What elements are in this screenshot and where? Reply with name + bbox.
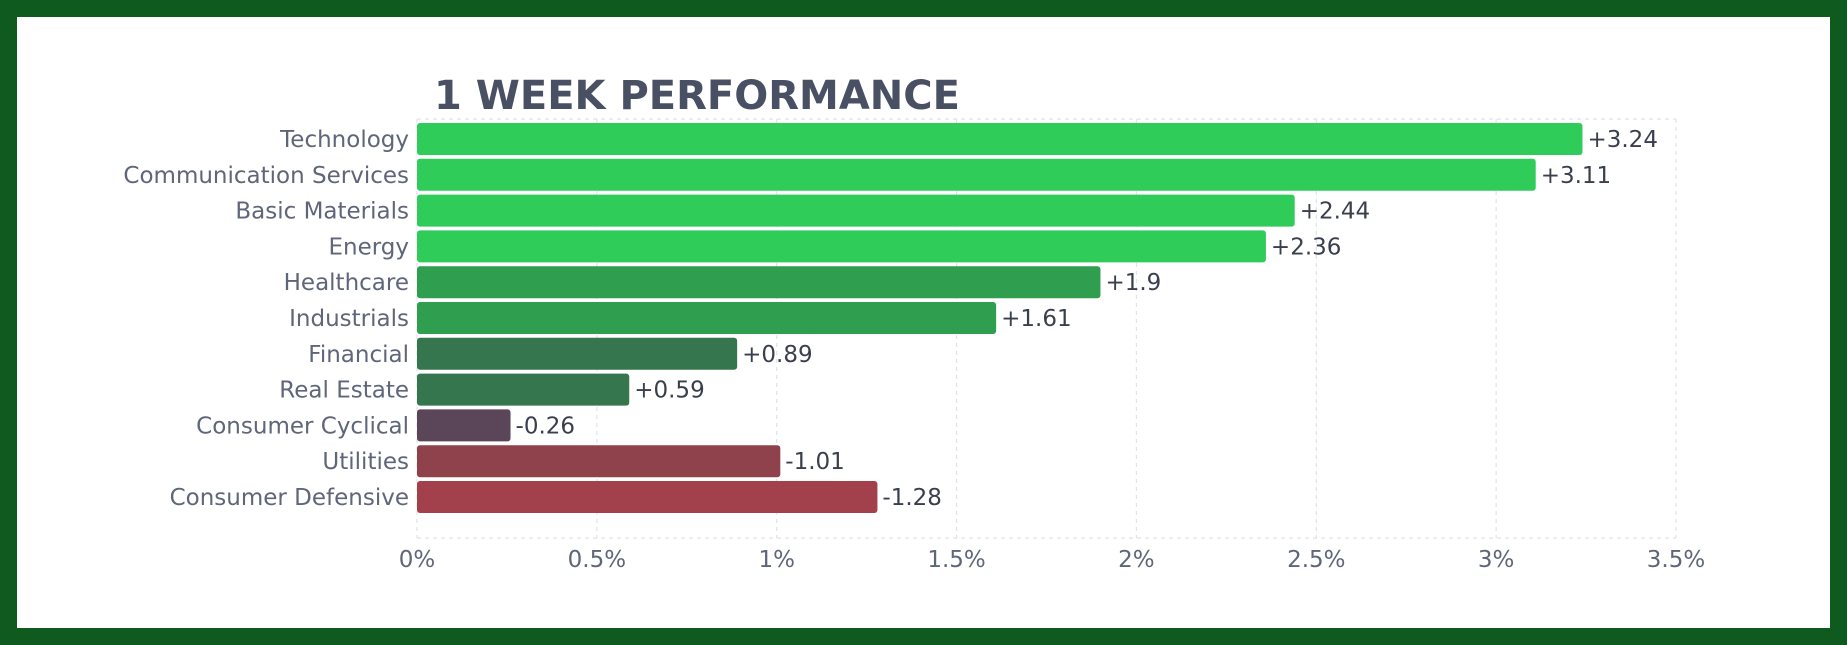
category-label: Consumer Cyclical: [196, 413, 409, 439]
bar: [417, 123, 1583, 155]
bar: [417, 481, 878, 513]
chart-frame: 1 WEEK PERFORMANCE Technology Communicati…: [17, 17, 1830, 628]
bar: [417, 158, 1536, 191]
bar: [417, 373, 630, 406]
x-tick-label: 0%: [399, 547, 436, 573]
bar-chart: Technology Communication Services Basic Ma…: [123, 118, 1705, 573]
category-label: Industrials: [289, 306, 409, 332]
x-tick-label: 1.5%: [927, 547, 985, 573]
category-label: Real Estate: [279, 378, 409, 404]
x-tick-label: 2%: [1118, 547, 1155, 573]
category-label: Communication Services: [123, 163, 409, 189]
x-axis-ticks: 0% 0.5% 1% 1.5% 2% 2.5% 3% 3.5%: [399, 547, 1705, 573]
data-label: +2.36: [1271, 234, 1341, 260]
bar: [417, 230, 1266, 263]
data-label: -1.01: [785, 449, 845, 475]
category-label: Energy: [328, 234, 409, 260]
x-tick-label: 1%: [758, 547, 795, 573]
data-label: -1.28: [882, 485, 942, 511]
bar: [417, 445, 781, 478]
category-label: Technology: [279, 127, 409, 153]
bar: [417, 302, 997, 334]
data-label: +1.9: [1105, 270, 1161, 296]
category-label: Healthcare: [284, 270, 409, 296]
x-tick-label: 3.5%: [1647, 547, 1705, 573]
data-label: +3.24: [1587, 127, 1657, 153]
category-labels: Technology Communication Services Basic Ma…: [123, 127, 409, 511]
bar: [417, 266, 1101, 299]
x-tick-label: 3%: [1478, 547, 1515, 573]
data-label: +1.61: [1001, 306, 1071, 332]
data-label: +0.59: [634, 378, 704, 404]
category-label: Financial: [308, 342, 409, 368]
value-labels: +3.24 +3.11 +2.44 +2.36 +1.9 +1.61 +0.89 +0.59 -…: [516, 127, 1658, 511]
category-label: Basic Materials: [235, 199, 409, 225]
bar: [417, 409, 511, 442]
bar: [417, 194, 1295, 227]
x-tick-label: 2.5%: [1287, 547, 1345, 573]
x-tick-label: 0.5%: [568, 547, 626, 573]
chart-title: 1 WEEK PERFORMANCE: [434, 73, 960, 119]
data-label: +3.11: [1541, 163, 1611, 189]
category-label: Utilities: [322, 449, 409, 475]
data-label: +2.44: [1300, 199, 1370, 225]
data-label: +0.89: [742, 342, 812, 368]
bars: [417, 123, 1583, 513]
bar: [417, 337, 738, 370]
data-label: -0.26: [516, 413, 576, 439]
category-label: Consumer Defensive: [170, 485, 409, 511]
